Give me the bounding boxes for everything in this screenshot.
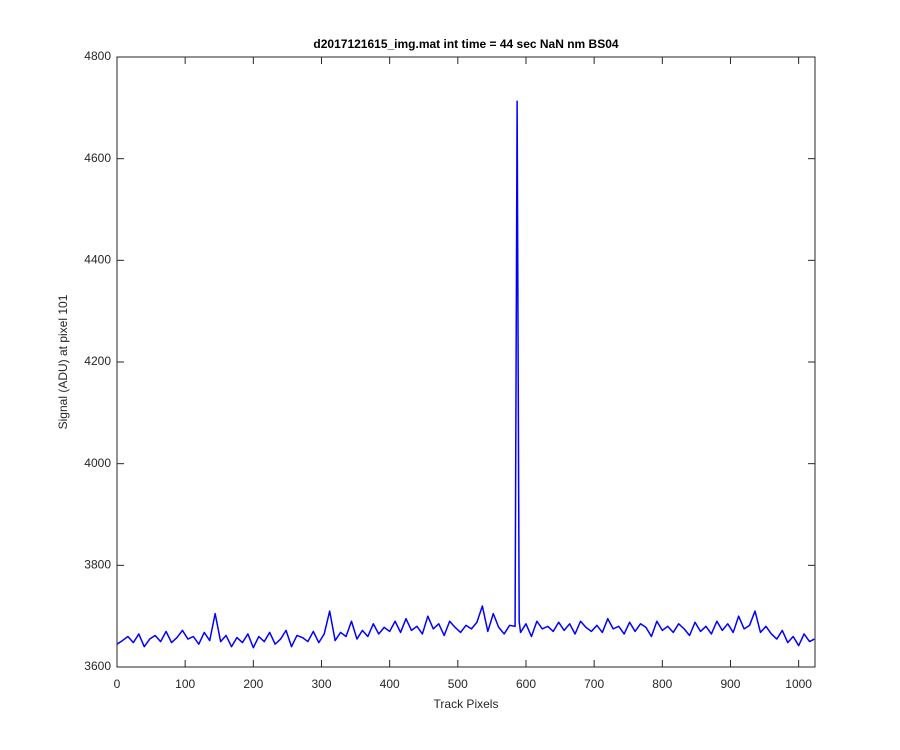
x-tick-label: 800: [652, 677, 672, 691]
y-tick-label: 4000: [84, 456, 111, 470]
x-tick-label: 200: [243, 677, 263, 691]
plot-frame: [116, 56, 816, 668]
y-axis-label: Signal (ADU) at pixel 101: [56, 294, 70, 429]
y-tick-label: 4800: [84, 49, 111, 63]
data-line: [116, 100, 815, 649]
x-tick-label: 400: [380, 677, 400, 691]
y-tick-label: 3600: [84, 659, 111, 673]
x-tick-label: 700: [584, 677, 604, 691]
x-tick-label: 0: [114, 677, 121, 691]
x-tick-label: 1000: [785, 677, 812, 691]
y-tick-label: 3800: [84, 558, 111, 572]
x-tick-label: 600: [516, 677, 536, 691]
x-tick-label: 500: [448, 677, 468, 691]
x-tick-label: 300: [311, 677, 331, 691]
y-tick-label: 4600: [84, 151, 111, 165]
y-tick-label: 4200: [84, 354, 111, 368]
x-axis-label: Track Pixels: [434, 697, 499, 711]
x-tick-label: 900: [720, 677, 740, 691]
y-tick-label: 4400: [84, 253, 111, 267]
chart-title: d2017121615_img.mat int time = 44 sec Na…: [313, 37, 618, 51]
x-tick-label: 100: [175, 677, 195, 691]
